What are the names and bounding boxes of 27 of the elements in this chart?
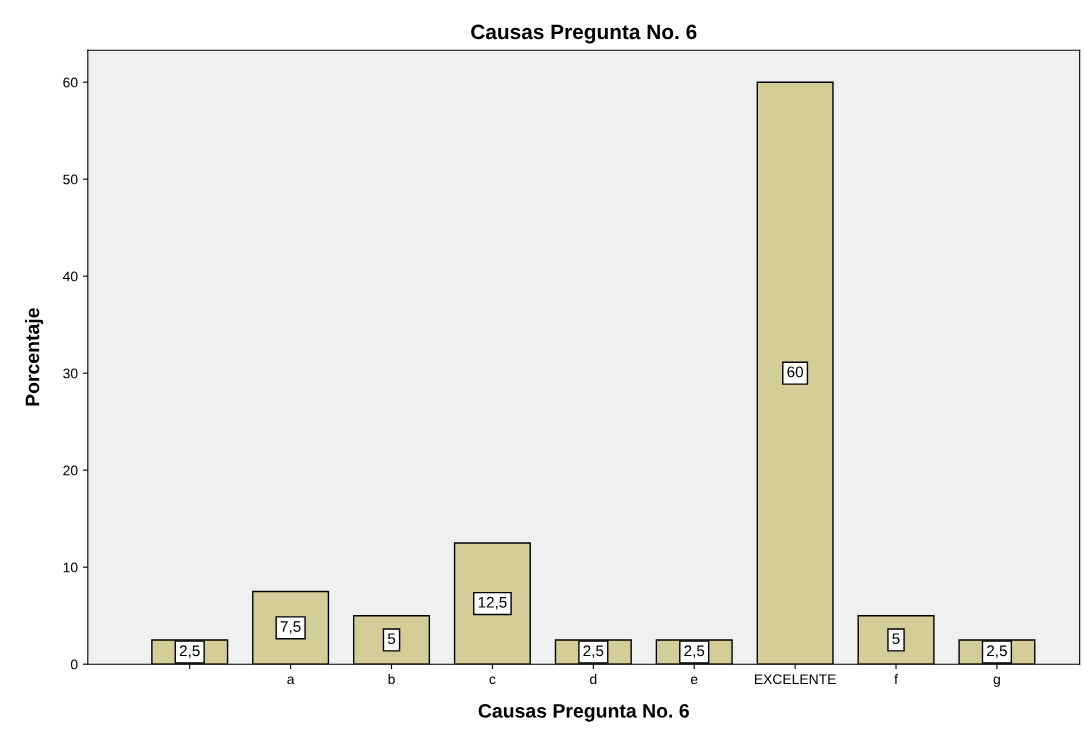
data-label: 12,5 bbox=[478, 596, 507, 610]
data-label: 7,5 bbox=[280, 621, 301, 634]
x-tick-label: g bbox=[993, 676, 1000, 687]
y-tick-label: 0 bbox=[70, 659, 78, 670]
x-tick-label: f bbox=[894, 673, 898, 684]
data-label: 60 bbox=[787, 366, 804, 378]
y-tick-label: 30 bbox=[63, 368, 78, 379]
data-label: 2,5 bbox=[583, 645, 604, 658]
data-label: 2,5 bbox=[987, 645, 1007, 658]
y-tick-label: 50 bbox=[63, 174, 78, 185]
x-axis-title: Causas Pregunta No. 6 bbox=[478, 703, 689, 722]
x-tick-label: e bbox=[690, 676, 698, 685]
x-tick-label: EXCELENTE bbox=[754, 674, 836, 685]
x-tick-label: d bbox=[590, 673, 597, 685]
chart-title: Causas Pregunta No. 6 bbox=[471, 24, 697, 44]
data-label: 5 bbox=[892, 633, 900, 645]
data-label: 2,5 bbox=[684, 645, 705, 658]
y-tick-label: 60 bbox=[63, 77, 78, 88]
data-label: 2,5 bbox=[179, 645, 200, 658]
y-tick-label: 20 bbox=[63, 465, 78, 476]
y-axis-title: Porcentaje bbox=[25, 308, 44, 406]
y-tick-label: 10 bbox=[63, 562, 78, 573]
x-tick-label: c bbox=[489, 676, 496, 685]
y-tick-label: 40 bbox=[62, 271, 78, 282]
data-label: 5 bbox=[387, 633, 396, 645]
x-tick-label: a bbox=[287, 676, 295, 685]
x-tick-label: b bbox=[388, 673, 395, 685]
